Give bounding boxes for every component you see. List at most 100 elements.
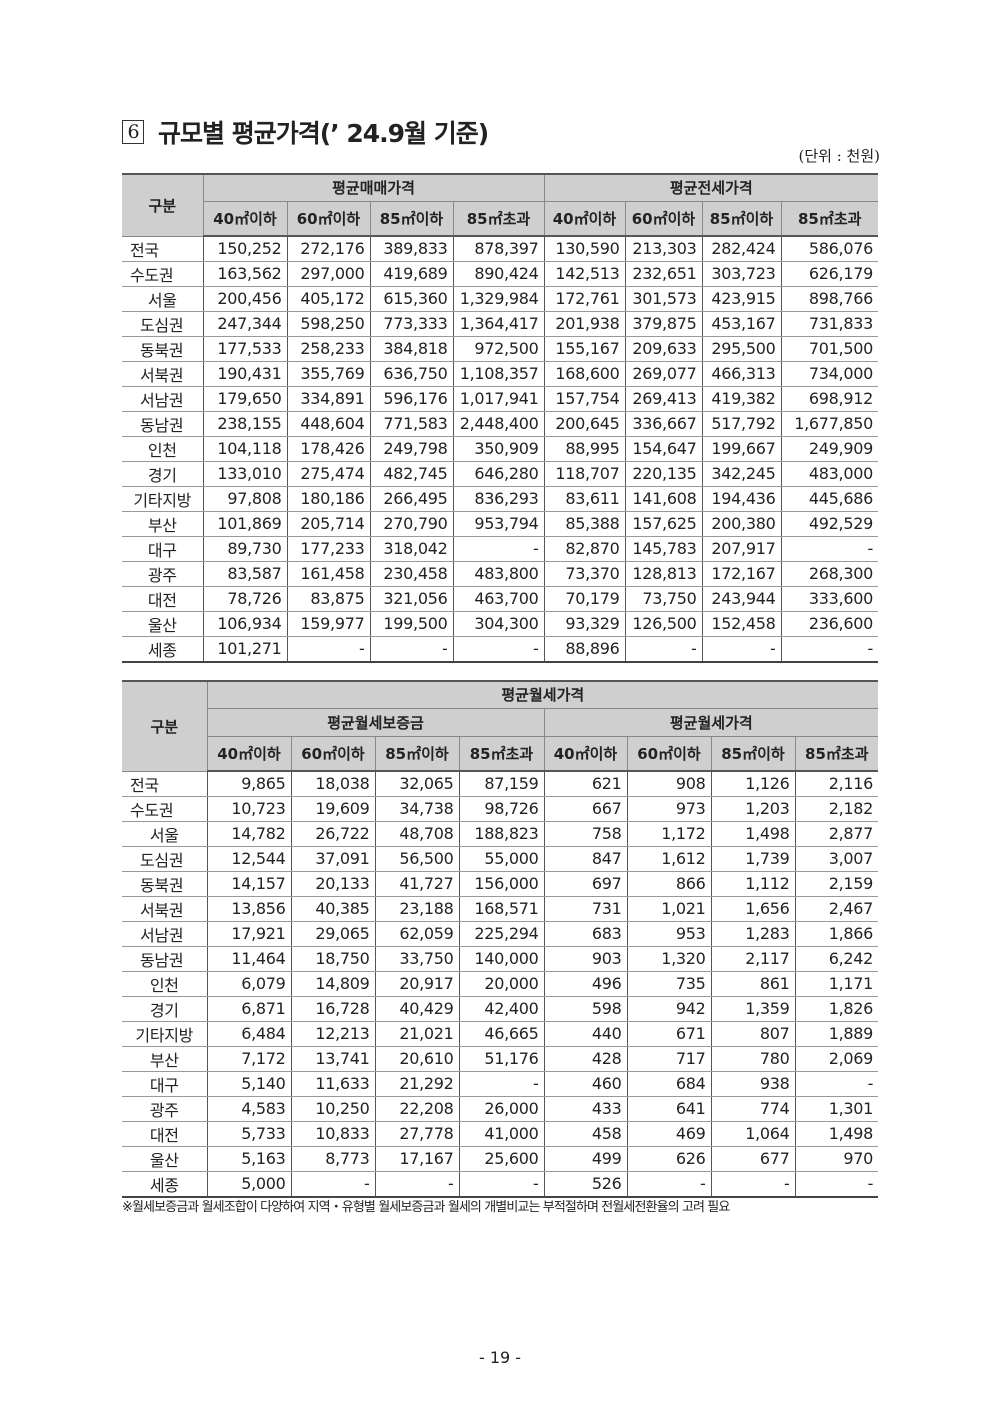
size-header: 60㎡이하 <box>290 736 376 772</box>
value-cell: 6,871 <box>206 996 291 1022</box>
value-cell: 213,303 <box>624 236 702 262</box>
value-cell: 82,870 <box>543 536 625 562</box>
value-cell: 2,159 <box>794 871 879 897</box>
table-row: 서울 14,782 26,722 48,708 188,823 758 1,172 1,498… <box>122 821 879 847</box>
value-cell: 731 <box>543 896 627 922</box>
size-header: 40㎡이하 <box>202 201 288 237</box>
value-cell: 159,977 <box>286 611 370 637</box>
value-cell: 247,344 <box>202 311 287 337</box>
value-cell: 73,750 <box>624 586 702 612</box>
value-cell: 209,633 <box>624 336 702 362</box>
size-header: 85㎡초과 <box>452 201 545 237</box>
table-row: 인천 6,079 14,809 20,917 20,000 496 735 861 1,171 <box>122 971 879 997</box>
region-label: 서울 <box>122 286 203 312</box>
value-cell: 903 <box>543 946 627 972</box>
region-label: 경기 <box>122 461 203 487</box>
value-cell: 172,761 <box>543 286 625 312</box>
value-cell: 168,600 <box>543 361 625 387</box>
value-cell: - <box>710 1171 795 1198</box>
table-row: 서남권 179,650 334,891 596,176 1,017,941 157,754… <box>122 386 878 412</box>
value-cell: 419,689 <box>369 261 453 287</box>
size-header: 85㎡이하 <box>701 201 782 237</box>
value-cell: 355,769 <box>286 361 370 387</box>
table-row: 부산 7,172 13,741 20,610 51,176 428 717 780 2,069 <box>122 1046 879 1072</box>
value-cell: 32,065 <box>374 771 459 797</box>
unit-label: (단위 : 천원) <box>798 147 881 165</box>
value-cell: 269,077 <box>624 361 702 387</box>
table-row: 동북권 177,533 258,233 384,818 972,500 155,167 20… <box>122 336 878 362</box>
value-cell: 2,116 <box>794 771 879 797</box>
page-number: - 19 - <box>478 1348 522 1367</box>
size-header: 85㎡초과 <box>458 736 545 772</box>
value-cell: 249,798 <box>369 436 453 462</box>
value-cell: 178,426 <box>286 436 370 462</box>
value-cell: 771,583 <box>369 411 453 437</box>
value-cell: 1,656 <box>710 896 795 922</box>
size-header: 40㎡이하 <box>543 201 626 237</box>
value-cell: 5,163 <box>206 1146 291 1172</box>
value-cell: 1,359 <box>710 996 795 1022</box>
value-cell: 145,783 <box>624 536 702 562</box>
value-cell: 199,667 <box>701 436 781 462</box>
region-label: 기타지방 <box>122 486 203 512</box>
value-cell: 12,213 <box>290 1021 375 1047</box>
value-cell: 275,474 <box>286 461 370 487</box>
value-cell: 836,293 <box>452 486 544 512</box>
value-cell: 428 <box>543 1046 627 1072</box>
value-cell: 460 <box>543 1071 627 1097</box>
region-label: 동남권 <box>122 946 207 972</box>
region-label: 동남권 <box>122 411 203 437</box>
value-cell: 21,292 <box>374 1071 459 1097</box>
value-cell: 88,896 <box>543 636 625 663</box>
value-cell: 268,300 <box>780 561 878 587</box>
value-cell: - <box>780 636 878 663</box>
value-cell: 496 <box>543 971 627 997</box>
value-cell: 19,609 <box>290 796 375 822</box>
value-cell: 758 <box>543 821 627 847</box>
value-cell: 161,458 <box>286 561 370 587</box>
value-cell: 37,091 <box>290 846 375 872</box>
value-cell: - <box>452 536 544 562</box>
value-cell: 205,714 <box>286 511 370 537</box>
size-header: 60㎡이하 <box>626 736 712 772</box>
value-cell: 2,877 <box>794 821 879 847</box>
region-label: 광주 <box>122 1096 207 1122</box>
region-label: 대구 <box>122 1071 207 1097</box>
group-header-rent: 평균월세가격 <box>543 708 879 737</box>
table-row: 광주 4,583 10,250 22,208 26,000 433 641 774 1,301 <box>122 1096 879 1122</box>
value-cell: - <box>626 1171 711 1198</box>
value-cell: 586,076 <box>780 236 878 262</box>
value-cell: - <box>458 1071 544 1097</box>
value-cell: 466,313 <box>701 361 781 387</box>
value-cell: 272,176 <box>286 236 370 262</box>
value-cell: 598,250 <box>286 311 370 337</box>
value-cell: 40,385 <box>290 896 375 922</box>
value-cell: 1,108,357 <box>452 361 544 387</box>
sale-jeonse-price-table: 구분 평균매매가격 평균전세가격 40㎡이하 60㎡이하 85㎡이하 85㎡초과 40㎡… <box>122 173 878 663</box>
table-row: 세종 5,000- - -526- - - <box>122 1171 879 1198</box>
table-body: 전국 150,252 272,176 389,833 878,397 130,590 213… <box>122 236 878 663</box>
value-cell: 230,458 <box>369 561 453 587</box>
value-cell: 483,000 <box>780 461 878 487</box>
value-cell: 890,424 <box>452 261 544 287</box>
table-row: 동북권 14,157 20,133 41,727 156,000 697 866 1,112 2… <box>122 871 879 897</box>
region-label: 수도권 <box>122 261 203 287</box>
region-label: 서남권 <box>122 921 207 947</box>
table-row: 세종 101,271- - -88,896- - - <box>122 636 878 663</box>
value-cell: 18,750 <box>290 946 375 972</box>
value-cell: 42,400 <box>458 996 544 1022</box>
region-label: 전국 <box>122 236 203 262</box>
value-cell: 282,424 <box>701 236 781 262</box>
value-cell: 938 <box>710 1071 795 1097</box>
table-row: 수도권 163,562 297,000 419,689 890,424 142,513 23… <box>122 261 878 287</box>
value-cell: 1,498 <box>794 1121 879 1147</box>
region-label: 세종 <box>122 1171 207 1198</box>
value-cell: 11,633 <box>290 1071 375 1097</box>
size-header: 60㎡이하 <box>624 201 703 237</box>
value-cell: 2,467 <box>794 896 879 922</box>
value-cell: 2,069 <box>794 1046 879 1072</box>
value-cell: - <box>286 636 370 663</box>
value-cell: 304,300 <box>452 611 544 637</box>
table-row: 대구 5,140 11,633 21,292-460 684 938- <box>122 1071 879 1097</box>
value-cell: 93,329 <box>543 611 625 637</box>
